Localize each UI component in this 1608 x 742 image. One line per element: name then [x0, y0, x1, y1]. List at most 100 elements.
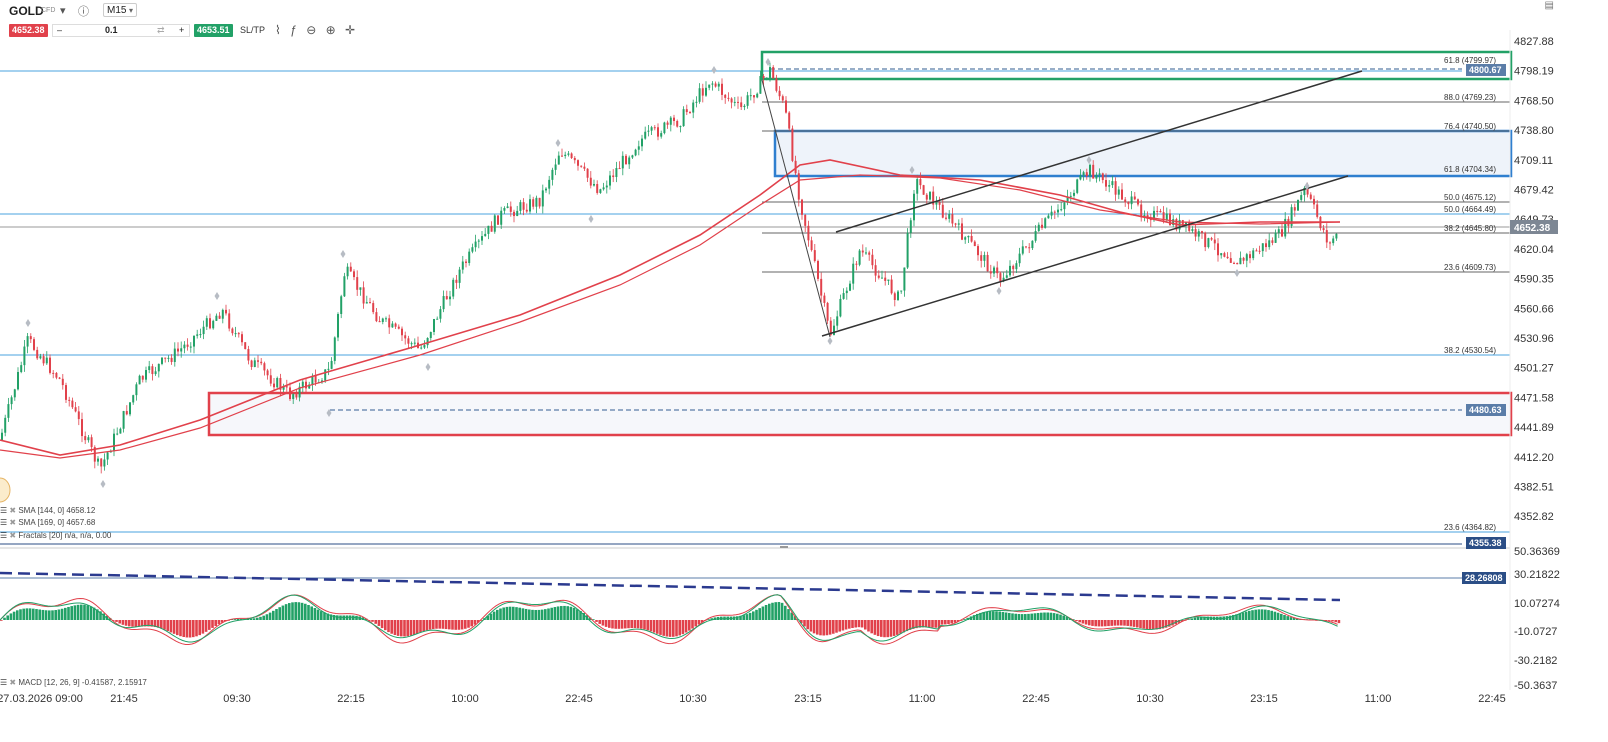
sma144-legend[interactable]: ☰ ✖ SMA [144, 0] 4658.12: [0, 506, 95, 515]
macd-bar: [822, 620, 825, 636]
candle-body: [1213, 239, 1216, 244]
macd-bar: [224, 620, 227, 622]
zoom-in-icon[interactable]: ⊕: [325, 23, 336, 37]
price-chart[interactable]: 61.8 (4799.97) 88.0 (4769.23) 76.4 (4740.5…: [0, 0, 1560, 742]
green-supply-zone[interactable]: [760, 50, 1513, 81]
macd-axis[interactable]: 50.36369 30.21822 10.07274 -10.0727 -30.2182…: [1462, 546, 1560, 692]
macd-bar: [1254, 609, 1257, 620]
candle-body: [260, 361, 263, 364]
close-icon[interactable]: ✖: [9, 678, 17, 687]
candle-body: [138, 375, 141, 385]
timeframe-select[interactable]: M15 ▾: [103, 3, 137, 17]
macd-bar: [377, 620, 381, 626]
buy-button[interactable]: 4653.51: [194, 24, 233, 37]
zoom-out-icon[interactable]: ⊖: [306, 23, 317, 37]
macd-bar: [486, 615, 489, 620]
increase-button[interactable]: +: [179, 25, 185, 35]
sma144-label: SMA [144, 0] 4658.12: [18, 506, 96, 515]
macd-bar: [614, 620, 617, 629]
macd-bar: [652, 620, 656, 633]
sell-button[interactable]: 4652.38: [9, 24, 48, 37]
candle-body: [420, 347, 423, 349]
macd-bar: [400, 620, 403, 637]
macd-bar: [1097, 620, 1101, 627]
upper-channel-line[interactable]: [835, 70, 1363, 233]
macd-bar: [201, 620, 205, 634]
red-demand-zone[interactable]: [207, 391, 1513, 437]
candle-body: [426, 337, 429, 346]
settings-icon[interactable]: ☰: [0, 506, 8, 515]
candle-body: [756, 93, 759, 98]
quantity-value[interactable]: 0.1: [105, 25, 118, 35]
candle-body: [1207, 238, 1210, 248]
candle-body: [349, 266, 352, 272]
macd-bar: [832, 620, 835, 634]
candle-body: [903, 267, 906, 291]
candle-body: [522, 202, 525, 210]
candle-body: [765, 77, 768, 79]
candle-body: [855, 263, 858, 265]
quantity-stepper[interactable]: – 0.1 ⇄ +: [52, 24, 190, 37]
candle-body: [209, 318, 211, 329]
candle-body: [1325, 230, 1328, 243]
candle-body: [74, 407, 77, 412]
candle-body: [231, 328, 234, 334]
macd-legend[interactable]: ☰ ✖ MACD [12, 26, 9] -0.41587, 2.15917: [0, 678, 147, 687]
close-icon[interactable]: ✖: [9, 518, 17, 527]
candle-body: [845, 290, 848, 294]
macd-trend-line[interactable]: [0, 571, 1341, 602]
macd-bar: [83, 604, 86, 620]
fractal-marker: [340, 250, 346, 258]
candle-body: [692, 102, 695, 113]
sma169-legend[interactable]: ☰ ✖ SMA [169, 0] 4657.68: [0, 518, 95, 527]
sltp-button[interactable]: SL/TP: [240, 25, 266, 35]
candle-body: [324, 369, 327, 381]
candle-body: [193, 335, 195, 347]
event-marker[interactable]: [0, 477, 11, 503]
candle-body: [826, 302, 829, 321]
candle-body: [532, 199, 535, 207]
candle-body: [1108, 185, 1111, 187]
window-menu-icon[interactable]: ▤: [1544, 0, 1554, 11]
macd-bar: [297, 602, 301, 620]
lower-channel-line[interactable]: [821, 175, 1349, 337]
candle-body: [167, 357, 170, 359]
chart-type-icon[interactable]: ⌇: [275, 23, 281, 37]
fibonacci-lines: [762, 101, 1510, 273]
settings-icon[interactable]: ☰: [0, 518, 8, 527]
macd-bar: [1289, 617, 1293, 620]
info-icon[interactable]: ⓘ: [78, 6, 89, 18]
macd-bar: [368, 620, 371, 621]
decrease-button[interactable]: –: [57, 25, 63, 35]
symbol-name[interactable]: GOLD: [9, 4, 44, 18]
candle-body: [1124, 199, 1127, 203]
macd-bar: [851, 620, 854, 628]
candle-body: [1261, 243, 1264, 252]
fractals-legend[interactable]: ☰ ✖ Fractals [20] n/a, n/a, 0.00: [0, 531, 111, 540]
settings-icon[interactable]: ☰: [0, 531, 8, 540]
macd-bar: [1116, 620, 1120, 626]
indicators-icon[interactable]: ƒ: [290, 23, 297, 37]
macd-bar: [800, 620, 803, 624]
close-icon[interactable]: ✖: [9, 531, 17, 540]
swap-icon[interactable]: ⇄: [157, 25, 165, 35]
candle-body: [61, 378, 64, 386]
crosshair-icon[interactable]: ✛: [345, 23, 356, 37]
candle-body: [769, 67, 771, 78]
symbol-dropdown-icon[interactable]: ▾: [60, 5, 66, 17]
macd-tick-label: 30.21822: [1514, 569, 1560, 581]
time-tick-label: 23:15: [1250, 693, 1278, 705]
candle-body: [314, 375, 317, 383]
candle-body: [836, 316, 839, 326]
candle-body: [727, 97, 730, 99]
macd-bar: [1158, 620, 1161, 630]
candle-body: [535, 197, 538, 207]
macd-bar: [563, 605, 566, 620]
price-axis[interactable]: 4827.88 4798.19 4768.50 4738.80 4709.11 4679.…: [1514, 36, 1554, 523]
candle-body: [77, 411, 80, 420]
settings-icon[interactable]: ☰: [0, 678, 8, 687]
candle-body: [1329, 242, 1331, 244]
candle-body: [823, 295, 826, 303]
close-icon[interactable]: ✖: [9, 506, 17, 515]
time-axis[interactable]: 27.03.2026 09:00 21:45 09:30 22:15 10:00 22:4…: [0, 693, 1506, 705]
